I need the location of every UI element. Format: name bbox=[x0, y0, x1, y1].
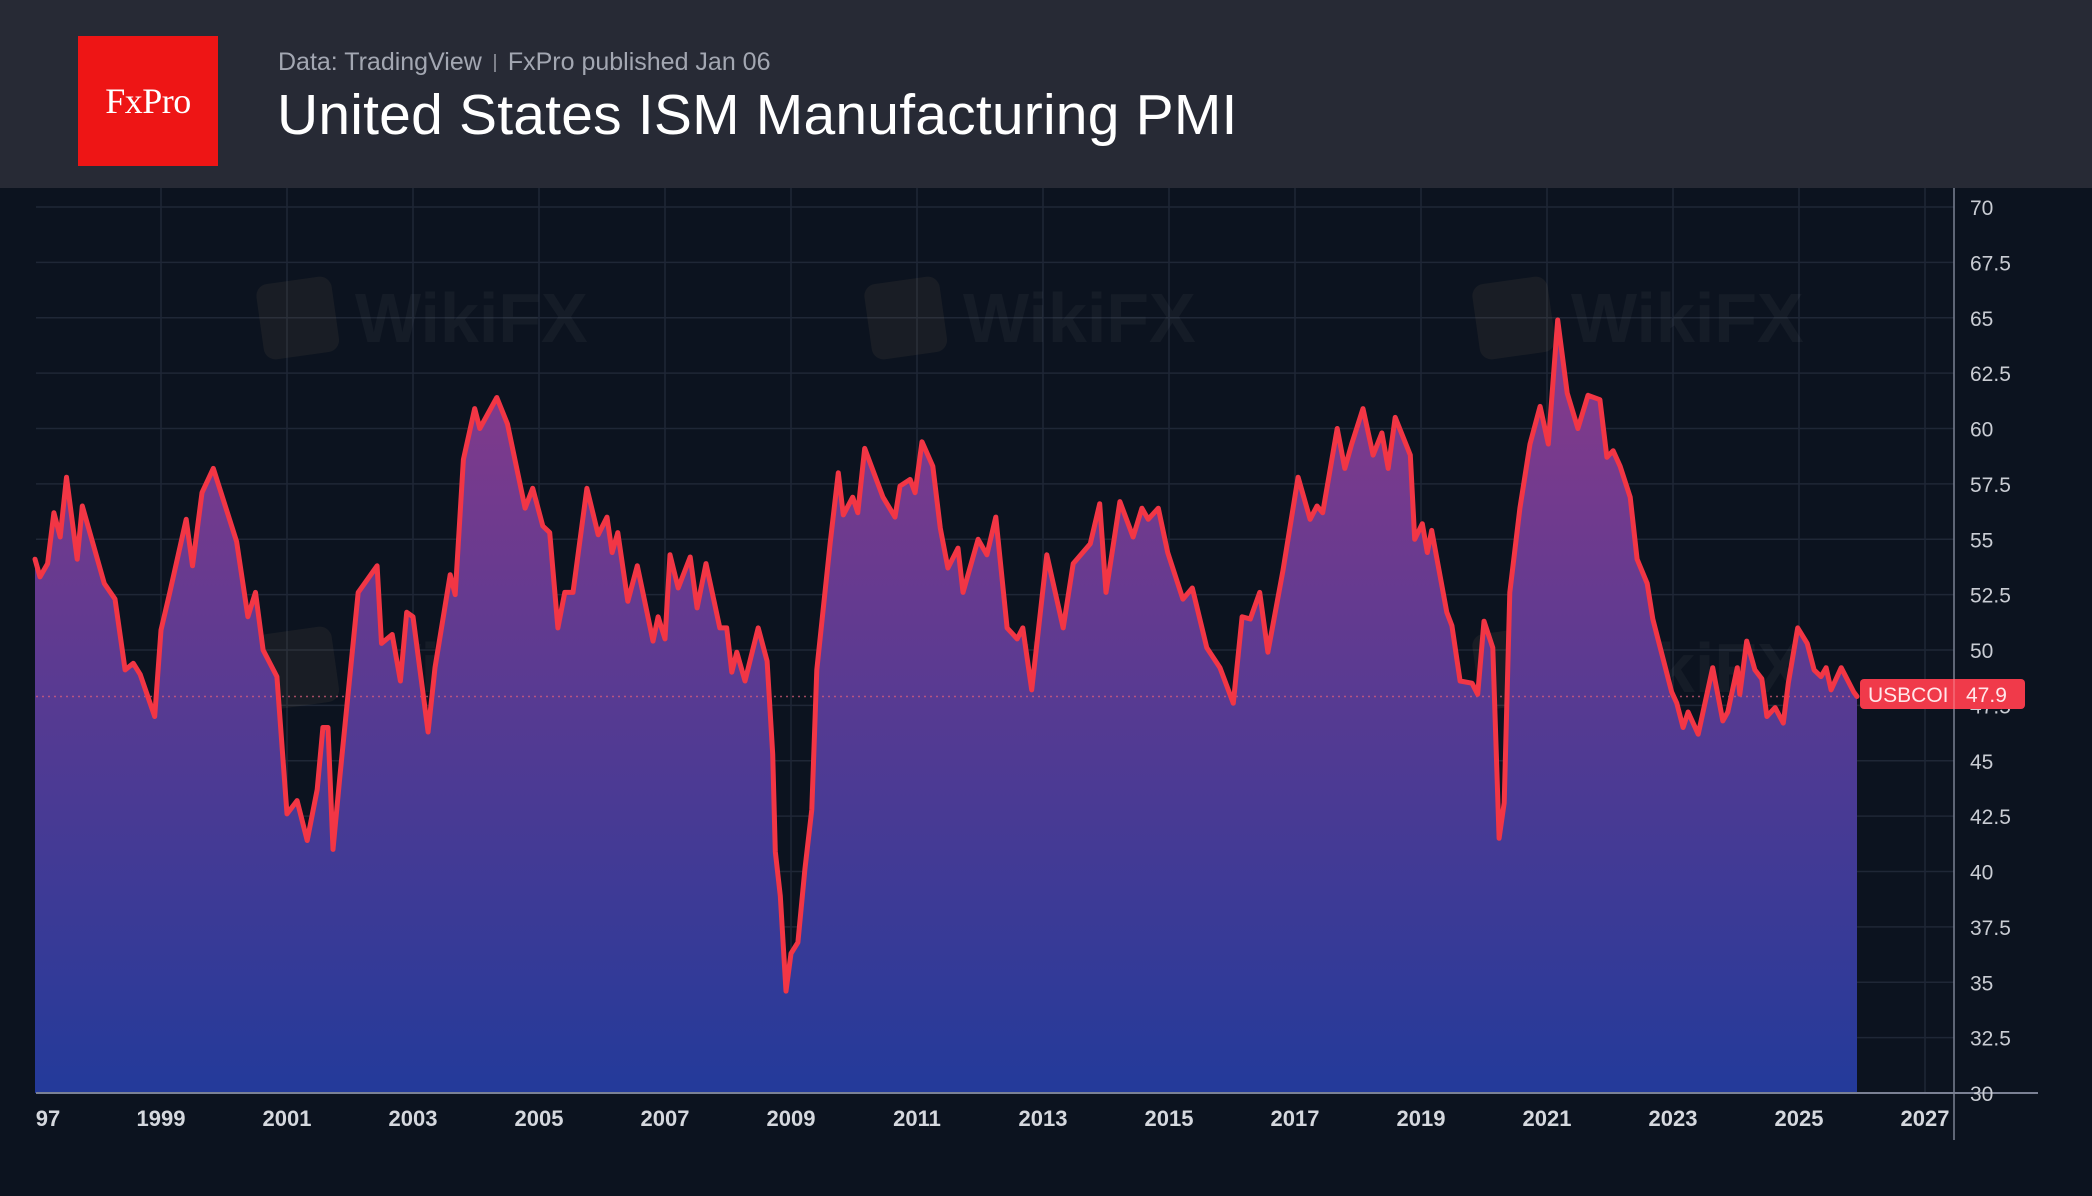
x-tick-label: 2013 bbox=[1019, 1106, 1068, 1131]
wikifx-logo-icon bbox=[864, 276, 948, 360]
y-tick-label: 65 bbox=[1970, 308, 1993, 331]
x-tick-label: 2011 bbox=[893, 1106, 941, 1131]
page-title: United States ISM Manufacturing PMI bbox=[277, 83, 1238, 147]
x-tick-label: 2025 bbox=[1775, 1106, 1824, 1131]
header-bar: FxPro Data: TradingView FxPro published … bbox=[0, 0, 2092, 188]
logo-text: FxPro bbox=[105, 81, 191, 121]
x-tick-label: 2021 bbox=[1523, 1106, 1572, 1131]
y-tick-label: 62.5 bbox=[1970, 363, 2011, 386]
x-tick-label: 2027 bbox=[1901, 1106, 1950, 1131]
y-tick-label: 52.5 bbox=[1970, 585, 2011, 608]
area-fill bbox=[35, 320, 1857, 1093]
watermark-text: WikiFX bbox=[1571, 279, 1804, 357]
wikifx-logo-icon bbox=[1472, 276, 1556, 360]
x-tick-label: 2007 bbox=[641, 1106, 690, 1131]
y-tick-label: 50 bbox=[1970, 640, 1993, 663]
y-tick-label: 35 bbox=[1970, 972, 1993, 995]
pmi-line bbox=[32, 317, 1860, 994]
fxpro-logo: FxPro bbox=[78, 36, 218, 166]
y-tick-label: 70 bbox=[1970, 197, 1993, 220]
y-tick-label: 45 bbox=[1970, 751, 1993, 774]
x-tick-label: 2003 bbox=[389, 1106, 438, 1131]
x-tick-label: 1999 bbox=[137, 1106, 186, 1131]
x-tick-label: 2001 bbox=[263, 1106, 312, 1131]
y-tick-label: 60 bbox=[1970, 419, 1993, 442]
x-tick-label: 2019 bbox=[1397, 1106, 1446, 1131]
badge-series-name: USBCOI bbox=[1868, 684, 1949, 707]
x-tick-label: 2017 bbox=[1271, 1106, 1320, 1131]
y-tick-label: 57.5 bbox=[1970, 474, 2011, 497]
x-tick-label: 2023 bbox=[1649, 1106, 1698, 1131]
x-tick-label: 2015 bbox=[1145, 1106, 1194, 1131]
watermark: WikiFX bbox=[256, 276, 588, 360]
watermark: WikiFX bbox=[864, 276, 1196, 360]
x-tick-label: 2005 bbox=[515, 1106, 564, 1131]
watermark: WikiFX bbox=[1472, 276, 1804, 360]
separator bbox=[493, 53, 496, 72]
source-line: Data: TradingView FxPro published Jan 06 bbox=[278, 48, 771, 77]
watermark-text: WikiFX bbox=[963, 279, 1196, 357]
badge-background bbox=[1860, 679, 2025, 709]
last-value-badge: USBCOI 47.9 bbox=[1860, 679, 2025, 709]
watermark-text: WikiFX bbox=[355, 279, 588, 357]
y-tick-label: 32.5 bbox=[1970, 1028, 2011, 1051]
data-source: Data: TradingView bbox=[278, 48, 482, 76]
published-date: FxPro published Jan 06 bbox=[507, 48, 771, 76]
y-tick-label: 30 bbox=[1970, 1083, 1993, 1106]
y-axis-ticks: 3032.53537.54042.54547.55052.55557.56062… bbox=[1970, 197, 2011, 1106]
x-tick-label: 2009 bbox=[767, 1106, 816, 1131]
y-tick-label: 40 bbox=[1970, 862, 1993, 885]
x-axis-ticks: 97 1999 2001 2003 2005 2007 2009 2011 2013 2015 20… bbox=[36, 1106, 1950, 1131]
x-tick-label: 97 bbox=[36, 1106, 60, 1131]
y-tick-label: 42.5 bbox=[1970, 806, 2011, 829]
y-tick-label: 67.5 bbox=[1970, 252, 2011, 275]
wikifx-logo-icon bbox=[256, 276, 340, 360]
y-tick-label: 37.5 bbox=[1970, 917, 2011, 940]
badge-value: 47.9 bbox=[1966, 684, 2007, 707]
y-tick-label: 55 bbox=[1970, 529, 1993, 552]
